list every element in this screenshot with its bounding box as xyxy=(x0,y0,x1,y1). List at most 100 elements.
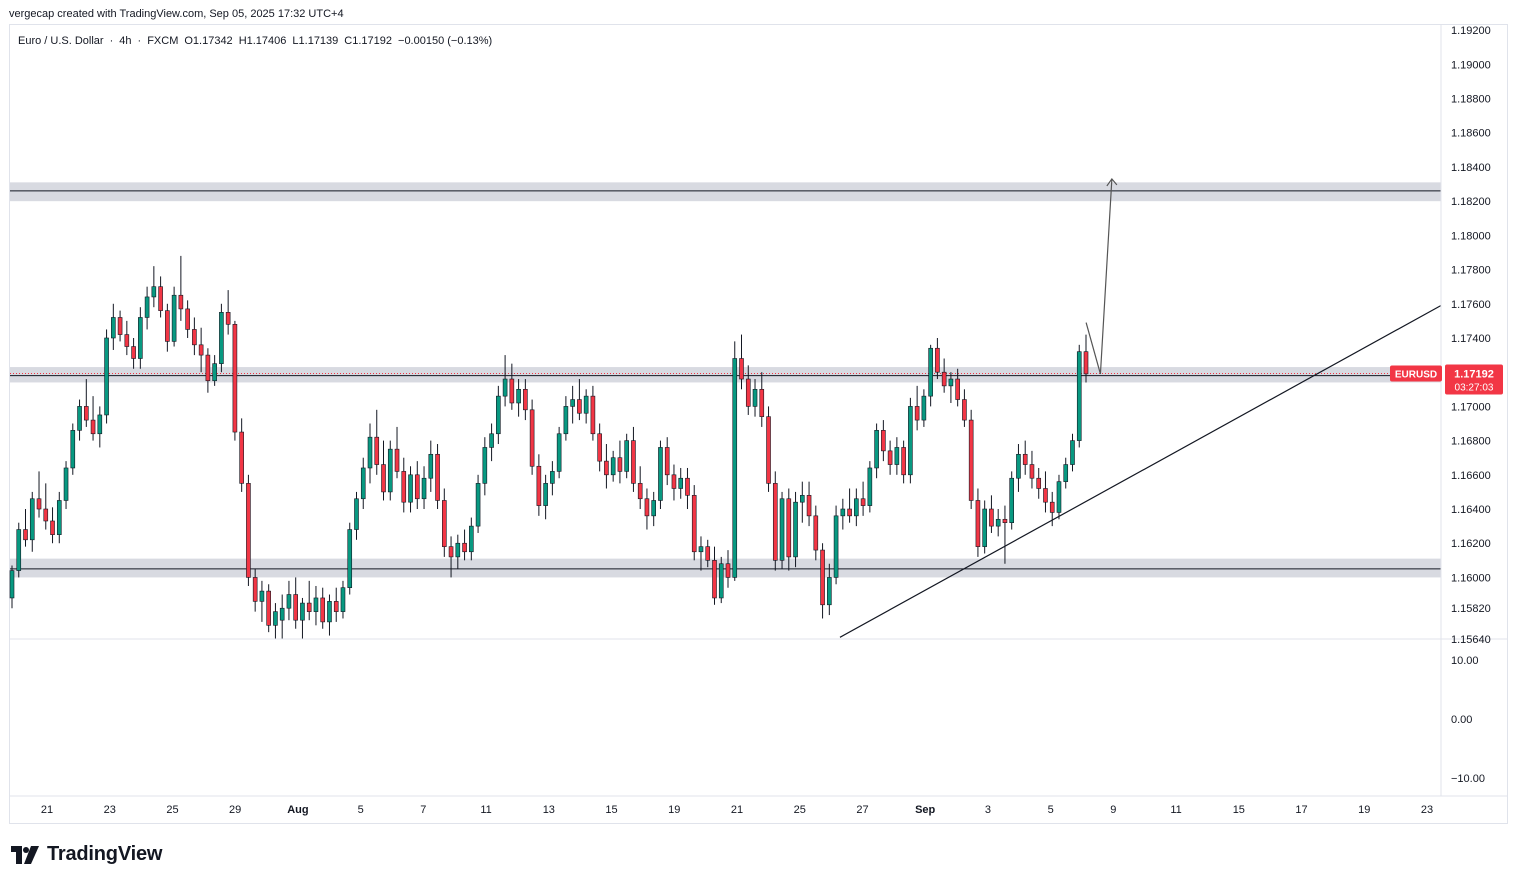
candle-body xyxy=(401,471,407,503)
candle-body xyxy=(239,431,244,484)
candle-body xyxy=(367,436,373,469)
candle-body xyxy=(246,483,251,578)
price-tick-label: 1.16600 xyxy=(1451,470,1491,482)
candle-body xyxy=(604,460,609,476)
price-tick-label: 1.19200 xyxy=(1451,25,1491,37)
candle-body xyxy=(935,347,940,373)
projection-arrowhead xyxy=(1106,177,1118,187)
candle-body xyxy=(806,495,812,517)
zone-0 xyxy=(10,182,1441,202)
time-tick-label: 25 xyxy=(794,804,806,816)
candle-body xyxy=(590,395,596,435)
candle-body xyxy=(577,399,582,414)
candle-body xyxy=(1002,518,1008,523)
candle-body xyxy=(827,577,832,606)
candle-body xyxy=(1029,464,1035,479)
candle-body xyxy=(462,542,467,553)
time-tick-label: 13 xyxy=(543,804,555,816)
candle-body xyxy=(921,395,927,421)
candle-body xyxy=(374,436,380,465)
candle-body xyxy=(469,525,474,553)
legend-sep: · xyxy=(109,35,114,47)
candle-body xyxy=(1022,453,1028,465)
candle-body xyxy=(854,498,859,517)
candle-body xyxy=(138,317,143,359)
symbol-legend[interactable]: Euro / U.S. Dollar · 4h · FXCM O1.17342 H1.174… xyxy=(18,35,498,47)
candle-body xyxy=(941,371,947,387)
legend-change: −0.00150 (−0.13%) xyxy=(398,35,493,47)
zone-1 xyxy=(10,367,1441,383)
candle-body xyxy=(651,500,656,517)
candle-body xyxy=(320,597,326,623)
candle-body xyxy=(408,474,413,503)
time-tick-label: 23 xyxy=(1421,804,1433,816)
candle-body xyxy=(860,498,866,506)
candle-body xyxy=(583,395,589,414)
candle-body xyxy=(279,607,285,621)
candle-body xyxy=(658,447,663,501)
candle-body xyxy=(928,347,933,397)
price-tick-label: 1.17800 xyxy=(1451,265,1491,277)
candle-body xyxy=(550,471,555,484)
price-tick-label: 1.15640 xyxy=(1451,634,1491,646)
candle-body xyxy=(1083,351,1089,375)
legend-symbol: Euro / U.S. Dollar xyxy=(18,35,104,47)
candle-body xyxy=(901,447,906,476)
price-tick-label: 1.17600 xyxy=(1451,299,1491,311)
trendline xyxy=(839,304,1442,638)
indicator-tick-label: 0.00 xyxy=(1451,714,1472,726)
tradingview-logo-icon xyxy=(11,845,39,864)
candle-body xyxy=(597,433,602,462)
candle-body xyxy=(847,508,852,517)
price-axis: 1.19200 1.19000 1.18800 1.18600 1.18400 1.182… xyxy=(10,25,1507,796)
indicator-tick-label: −10.00 xyxy=(1451,773,1485,785)
legend-sep: · xyxy=(137,35,142,47)
candle-body xyxy=(982,508,987,547)
candle-body xyxy=(570,399,575,407)
candle-body xyxy=(50,520,55,535)
candle-body xyxy=(664,447,670,476)
candle-body xyxy=(881,430,886,452)
time-tick-label: 3 xyxy=(985,804,991,816)
projection-path xyxy=(1085,178,1113,375)
candle-body xyxy=(29,498,35,541)
logo-text: TradingView xyxy=(47,843,163,865)
candle-body xyxy=(786,498,792,558)
candle-body xyxy=(1063,464,1069,482)
candle-body xyxy=(43,508,49,522)
candle-body xyxy=(678,477,684,489)
price-tag-countdown: 03:27:03 xyxy=(1455,383,1494,394)
candle-body xyxy=(475,483,481,527)
time-tick-label: Aug xyxy=(287,804,308,816)
indicator-axis: 10.00 0.00 −10.00 xyxy=(1451,655,1485,785)
candle-body xyxy=(772,483,778,561)
candle-body xyxy=(867,467,873,506)
tradingview-logo[interactable]: TradingView xyxy=(11,843,162,866)
candle-body xyxy=(712,560,717,599)
candle-body xyxy=(631,440,636,484)
candle-body xyxy=(232,324,238,433)
candle-body xyxy=(212,363,217,382)
price-tick-label: 1.18600 xyxy=(1451,128,1491,140)
time-tick-label: 5 xyxy=(358,804,364,816)
candle-body xyxy=(313,597,319,612)
time-tick-label: 11 xyxy=(480,804,491,816)
candle-body xyxy=(536,465,542,506)
candle-body xyxy=(1043,488,1048,503)
candle-body xyxy=(1009,477,1014,523)
time-tick-label: 11 xyxy=(1170,804,1181,816)
candle-body xyxy=(360,467,366,500)
candle-body xyxy=(543,483,548,506)
candle-body xyxy=(192,329,197,346)
candle-body xyxy=(948,378,954,387)
candle-body xyxy=(266,590,271,626)
candle-body xyxy=(759,388,765,417)
candle-body xyxy=(340,587,346,612)
candle-body xyxy=(698,546,704,553)
time-tick-label: 23 xyxy=(104,804,116,816)
candle-body xyxy=(70,430,76,469)
candle-body xyxy=(327,601,332,623)
candle-body xyxy=(705,546,711,561)
candle-body xyxy=(16,529,22,571)
